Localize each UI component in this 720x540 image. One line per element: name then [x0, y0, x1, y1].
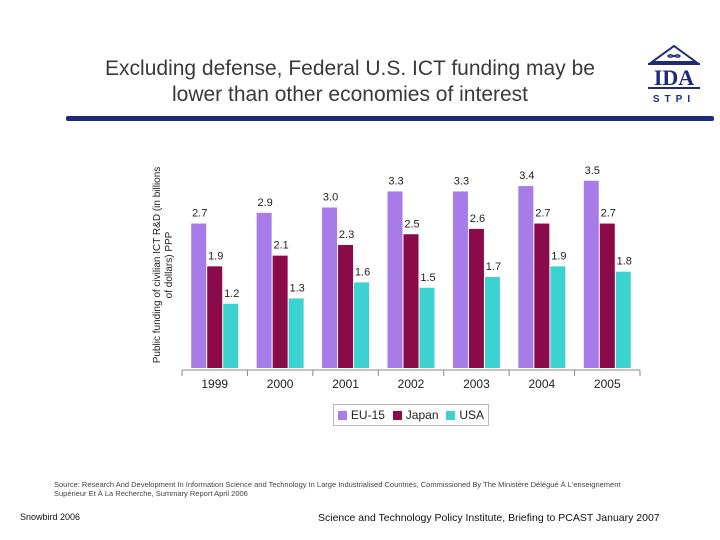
data-label: 1.8	[617, 256, 632, 268]
slide-title-line-1: Excluding defense, Federal U.S. ICT fund…	[105, 57, 595, 80]
legend-swatch-usa	[446, 410, 456, 420]
data-label: 3.0	[323, 192, 338, 204]
chart-legend: EU-15 Japan USA	[333, 404, 489, 426]
y-axis-label: Public funding of civilian ICT R&D (in b…	[152, 167, 175, 364]
x-tick-label: 2003	[463, 377, 490, 391]
data-label: 2.7	[535, 208, 550, 220]
source-note: Source: Research And Development In Info…	[54, 480, 621, 498]
bar-usa-2005	[615, 271, 631, 368]
bar-eu15-2004	[518, 186, 534, 368]
bar-usa-2002	[419, 287, 435, 368]
bar-japan-2000	[272, 255, 288, 368]
data-label: 1.5	[420, 272, 435, 284]
footer-briefing: Science and Technology Policy Institute,…	[318, 512, 660, 524]
bar-usa-1999	[223, 303, 239, 368]
data-label: 3.3	[454, 175, 469, 187]
bar-japan-2001	[338, 244, 354, 368]
legend-label-eu15: EU-15	[350, 408, 385, 422]
x-tick-label: 2002	[398, 377, 425, 391]
data-label: 2.9	[257, 197, 272, 209]
x-tick-label: 2000	[267, 377, 294, 391]
bar-eu15-1999	[191, 223, 207, 368]
bar-japan-2004	[534, 223, 550, 368]
logo-ida-text: IDA	[654, 65, 694, 90]
data-label: 3.5	[585, 165, 600, 177]
data-label: 2.7	[601, 208, 616, 220]
data-label: 3.3	[388, 175, 403, 187]
data-label: 1.7	[486, 261, 501, 273]
slide-title: Excluding defense, Federal U.S. ICT fund…	[60, 56, 640, 108]
logo-stpi-text: STPI	[653, 94, 695, 105]
data-label: 2.6	[470, 213, 485, 225]
legend-swatch-eu15	[337, 410, 347, 420]
legend-label-usa: USA	[459, 408, 485, 422]
y-axis-label-line-2: of dollars) PPP	[164, 231, 175, 298]
legend-label-japan: Japan	[405, 408, 439, 422]
data-label: 1.9	[208, 250, 223, 262]
data-label: 2.3	[339, 229, 354, 241]
bar-japan-2005	[599, 223, 615, 368]
bar-eu15-2002	[387, 191, 403, 368]
footer-event: Snowbird 2006	[20, 512, 81, 522]
data-label: 2.7	[192, 208, 207, 220]
data-label: 2.1	[273, 240, 288, 252]
bar-eu15-2005	[583, 180, 599, 368]
bar-eu15-2000	[256, 212, 272, 368]
data-label: 1.2	[224, 288, 239, 300]
x-tick-label: 2005	[594, 377, 621, 391]
bar-japan-1999	[207, 266, 223, 368]
bar-usa-2004	[550, 266, 566, 368]
data-label: 3.4	[519, 170, 534, 182]
data-label: 2.5	[404, 218, 419, 230]
bar-eu15-2003	[452, 191, 468, 368]
ida-stpi-logo: IDA STPI	[648, 44, 700, 105]
x-tick-label: 1999	[201, 377, 228, 391]
slide-title-line-2: lower than other economies of interest	[171, 83, 529, 106]
legend-swatch-japan	[392, 410, 402, 420]
x-tick-label: 2001	[332, 377, 359, 391]
data-label: 1.6	[355, 266, 370, 278]
legend-item-usa: USA	[446, 408, 484, 422]
x-tick-label: 2004	[529, 377, 556, 391]
bar-japan-2003	[468, 228, 484, 368]
y-axis-label-line-1: Public funding of civilian ICT R&D (in b…	[152, 167, 163, 364]
data-label: 1.9	[551, 250, 566, 262]
legend-item-japan: Japan	[392, 408, 439, 422]
data-label: 1.3	[289, 282, 304, 294]
bar-usa-2001	[354, 282, 370, 368]
legend-item-eu15: EU-15	[337, 408, 385, 422]
bar-usa-2000	[288, 298, 304, 368]
bar-eu15-2001	[322, 207, 338, 368]
title-underline	[66, 116, 714, 121]
bar-usa-2003	[484, 277, 500, 368]
bar-japan-2002	[403, 234, 419, 368]
